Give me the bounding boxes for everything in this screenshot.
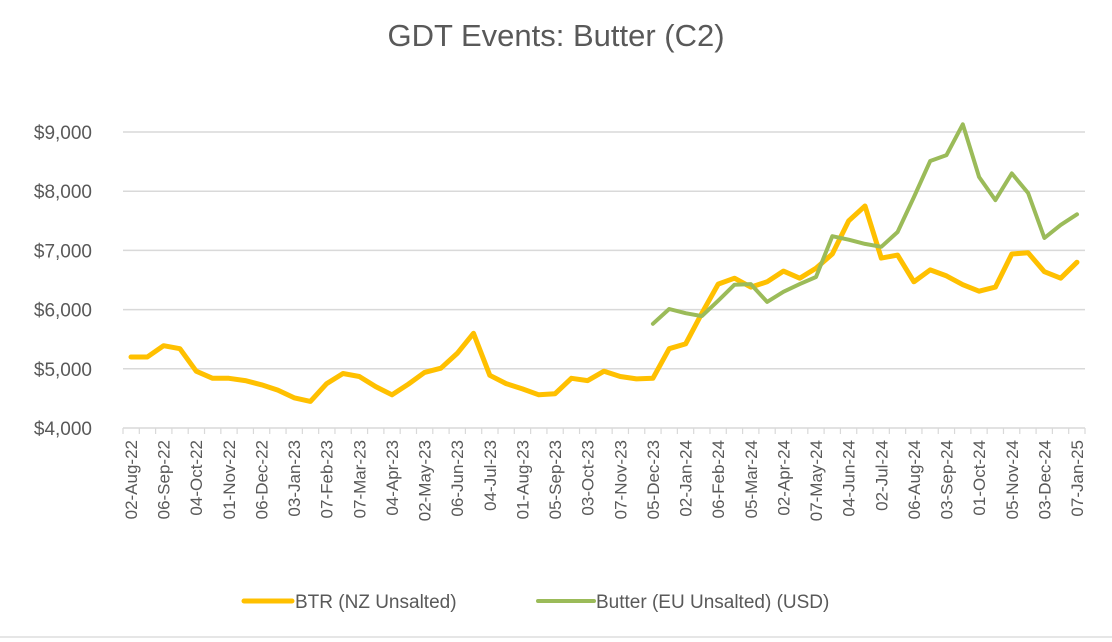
series-line-eu bbox=[650, 122, 1079, 326]
series-line-btr bbox=[128, 203, 1080, 404]
x-tick-label: 02-Apr-24 bbox=[774, 440, 793, 516]
x-tick-label: 03-Jan-23 bbox=[285, 440, 304, 517]
x-tick-label: 07-Jan-25 bbox=[1068, 440, 1087, 517]
x-tick-label: 07-May-24 bbox=[807, 440, 826, 521]
chart-title: GDT Events: Butter (C2) bbox=[387, 18, 725, 53]
x-tick-label: 06-Jun-23 bbox=[448, 440, 467, 517]
y-tick-label: $7,000 bbox=[34, 241, 92, 262]
x-tick-label: 04-Apr-23 bbox=[383, 440, 402, 516]
y-tick-label: $9,000 bbox=[34, 123, 92, 144]
x-tick-label: 06-Dec-22 bbox=[252, 440, 271, 519]
x-tick-label: 01-Oct-24 bbox=[970, 440, 989, 516]
x-tick-label: 01-Aug-23 bbox=[513, 440, 532, 519]
x-tick-label: 02-May-23 bbox=[416, 440, 435, 521]
gridlines bbox=[123, 131, 1085, 370]
x-tick-label: 06-Aug-24 bbox=[905, 440, 924, 519]
x-tick-label: 07-Nov-23 bbox=[611, 440, 630, 519]
x-tick-label: 01-Nov-22 bbox=[220, 440, 239, 519]
x-tick-label: 03-Dec-24 bbox=[1035, 440, 1054, 519]
x-tick-label: 02-Aug-22 bbox=[122, 440, 141, 519]
x-tick-label: 03-Sep-24 bbox=[938, 440, 957, 519]
x-tick-label: 07-Mar-23 bbox=[350, 440, 369, 518]
x-tick-label: 04-Oct-22 bbox=[187, 440, 206, 516]
x-tick-label: 05-Nov-24 bbox=[1003, 440, 1022, 519]
y-tick-label: $6,000 bbox=[34, 301, 92, 322]
x-axis bbox=[122, 427, 1086, 434]
x-tick-label: 03-Oct-23 bbox=[579, 440, 598, 516]
bottom-divider bbox=[0, 636, 1112, 638]
series-lines bbox=[128, 122, 1080, 404]
y-tick-label: $5,000 bbox=[34, 360, 92, 381]
x-tick-label: 06-Sep-22 bbox=[155, 440, 174, 519]
y-tick-label: $4,000 bbox=[34, 419, 92, 440]
legend-label-btr: BTR (NZ Unsalted) bbox=[295, 592, 457, 613]
x-tick-label: 05-Mar-24 bbox=[742, 440, 761, 518]
x-tick-label: 04-Jun-24 bbox=[840, 440, 859, 517]
y-tick-label: $8,000 bbox=[34, 182, 92, 203]
x-axis-tick-labels: 02-Aug-22 06-Sep-22 04-Oct-22 01-Nov-22 06-D… bbox=[122, 440, 1087, 521]
y-axis-ticks: $4,000 $5,000 $6,000 $7,000 $8,000 $9,000 bbox=[34, 123, 92, 440]
x-tick-label: 05-Dec-23 bbox=[644, 440, 663, 519]
x-tick-label: 02-Jan-24 bbox=[677, 440, 696, 517]
legend-label-eu: Butter (EU Unsalted) (USD) bbox=[596, 592, 829, 613]
x-tick-label: 07-Feb-23 bbox=[318, 440, 337, 518]
x-tick-label: 02-Jul-24 bbox=[872, 440, 891, 511]
legend: BTR (NZ Unsalted) Butter (EU Unsalted) (… bbox=[241, 592, 829, 613]
x-tick-label: 06-Feb-24 bbox=[709, 440, 728, 518]
x-tick-label: 04-Jul-23 bbox=[481, 440, 500, 511]
x-tick-label: 05-Sep-23 bbox=[546, 440, 565, 519]
